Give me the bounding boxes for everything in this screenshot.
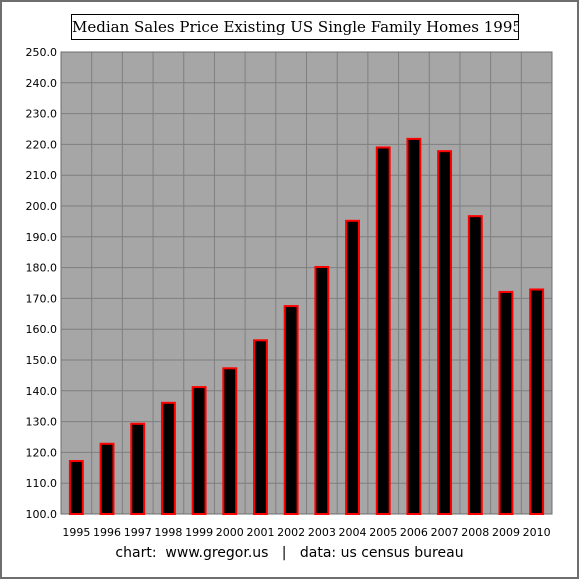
x-tick-label: 2008 bbox=[461, 526, 489, 539]
x-tick-label: 1998 bbox=[154, 526, 182, 539]
y-tick-label: 220.0 bbox=[26, 138, 58, 151]
x-tick-label: 1997 bbox=[124, 526, 152, 539]
y-tick-label: 160.0 bbox=[26, 323, 58, 336]
bar bbox=[345, 219, 360, 515]
bar bbox=[467, 215, 483, 515]
bar bbox=[222, 367, 238, 516]
x-tick-label: 2005 bbox=[369, 526, 397, 539]
bar bbox=[283, 305, 299, 515]
chart-credit: chart: www.gregor.us bbox=[115, 545, 269, 561]
y-tick-label: 180.0 bbox=[26, 262, 58, 275]
y-tick-label: 240.0 bbox=[26, 77, 58, 90]
x-tick-label: 2009 bbox=[492, 526, 520, 539]
bar bbox=[314, 265, 330, 516]
y-tick-label: 250.0 bbox=[26, 46, 58, 59]
bar bbox=[68, 460, 84, 515]
x-tick-label: 2010 bbox=[523, 526, 551, 539]
y-tick-label: 230.0 bbox=[26, 108, 58, 121]
y-tick-label: 100.0 bbox=[26, 508, 58, 521]
chart-title: Median Sales Price Existing US Single Fa… bbox=[71, 14, 519, 40]
y-tick-label: 140.0 bbox=[26, 385, 58, 398]
y-tick-label: 120.0 bbox=[26, 446, 58, 459]
bar bbox=[529, 288, 545, 515]
plot-border bbox=[60, 51, 553, 515]
data-credit: data: us census bureau bbox=[299, 545, 464, 561]
bar bbox=[406, 137, 422, 516]
x-tick-label: 2003 bbox=[308, 526, 336, 539]
footer-separator: | bbox=[281, 545, 287, 561]
bar bbox=[99, 442, 115, 515]
x-tick-label: 1999 bbox=[185, 526, 213, 539]
bar bbox=[160, 401, 176, 516]
y-tick-label: 130.0 bbox=[26, 416, 58, 429]
x-tick-label: 2004 bbox=[339, 526, 367, 539]
bar bbox=[437, 150, 453, 515]
bar bbox=[253, 339, 268, 515]
y-tick-label: 190.0 bbox=[26, 231, 58, 244]
bar bbox=[375, 146, 391, 515]
x-tick-label: 1995 bbox=[62, 526, 90, 539]
x-tick-label: 2006 bbox=[400, 526, 428, 539]
x-tick-label: 1996 bbox=[93, 526, 121, 539]
y-tick-label: 110.0 bbox=[26, 477, 58, 490]
bar bbox=[130, 422, 146, 516]
y-tick-label: 170.0 bbox=[26, 292, 58, 305]
y-tick-label: 150.0 bbox=[26, 354, 58, 367]
x-tick-label: 2000 bbox=[216, 526, 244, 539]
bar bbox=[191, 386, 207, 515]
y-tick-label: 200.0 bbox=[26, 200, 58, 213]
y-tick-label: 210.0 bbox=[26, 169, 58, 182]
chart-footer: chart: www.gregor.us | data: us census b… bbox=[0, 545, 579, 561]
x-tick-label: 2002 bbox=[277, 526, 305, 539]
x-tick-label: 2001 bbox=[246, 526, 274, 539]
x-tick-label: 2007 bbox=[431, 526, 459, 539]
bar bbox=[498, 290, 514, 515]
